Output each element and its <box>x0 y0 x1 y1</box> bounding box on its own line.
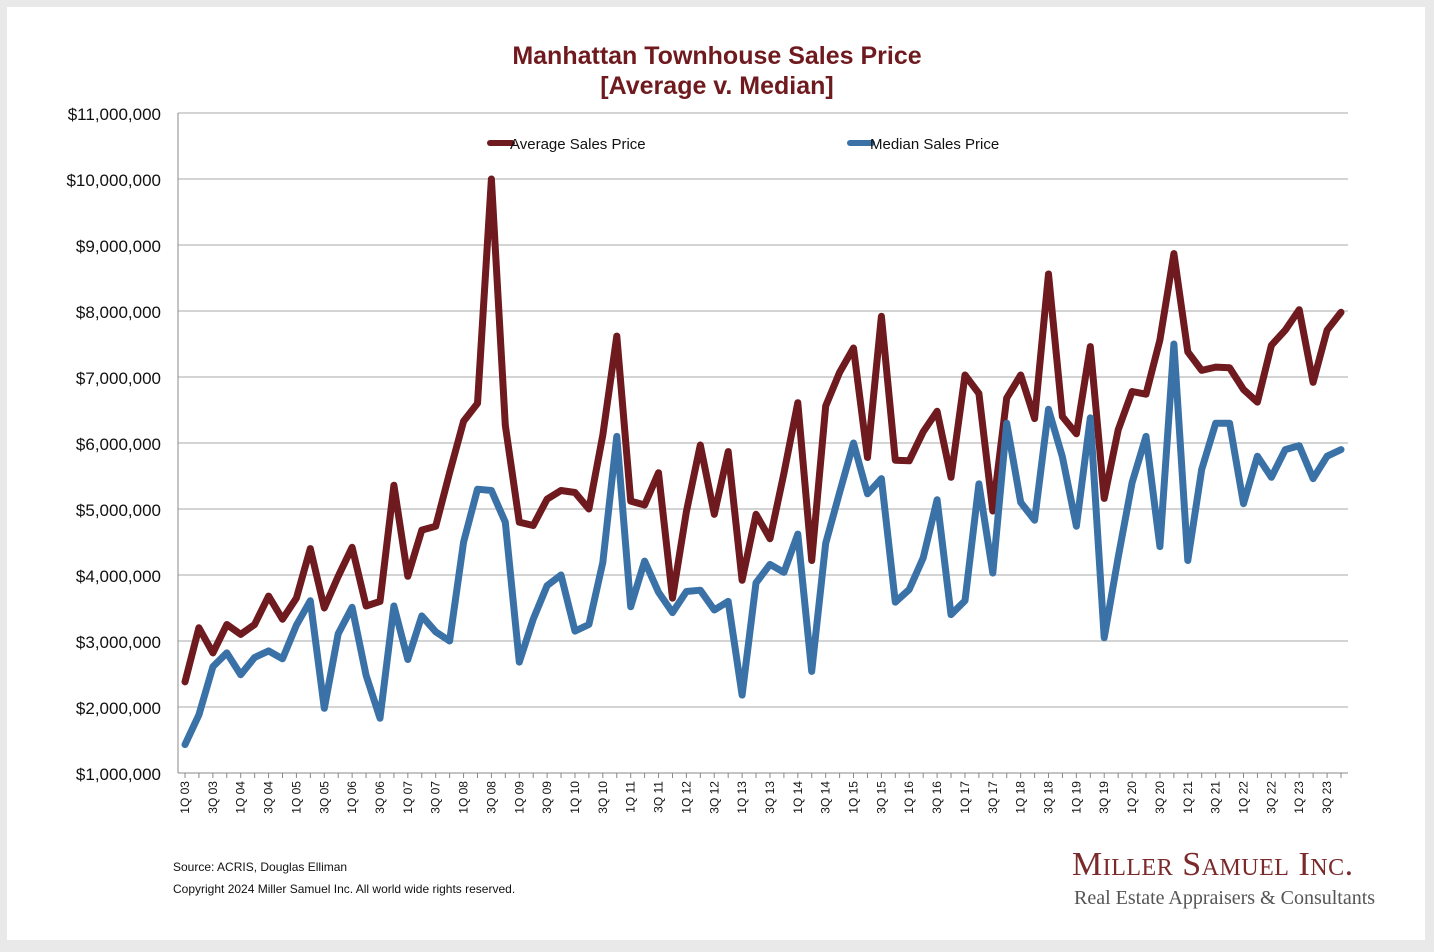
y-tick-label: $5,000,000 <box>76 501 161 520</box>
x-tick-label: 1Q 21 <box>1181 781 1195 814</box>
x-tick-label: 3Q 07 <box>429 781 443 814</box>
source-note: Source: ACRIS, Douglas Elliman <box>173 860 348 874</box>
x-tick-label: 1Q 04 <box>234 781 248 814</box>
x-tick-label: 3Q 11 <box>652 781 666 813</box>
chart-subtitle: [Average v. Median] <box>600 72 834 100</box>
x-tick-label: 3Q 03 <box>206 781 220 814</box>
x-tick-label: 1Q 12 <box>679 781 693 814</box>
x-tick-label: 3Q 21 <box>1209 781 1223 814</box>
legend-label: Median Sales Price <box>870 136 999 153</box>
x-tick-label: 1Q 07 <box>401 781 415 814</box>
chart-title: Manhattan Townhouse Sales Price <box>512 42 922 70</box>
x-tick-label: 3Q 19 <box>1097 781 1111 814</box>
y-tick-label: $8,000,000 <box>76 303 161 322</box>
brand-logo-tagline: Real Estate Appraisers & Consultants <box>1074 887 1376 909</box>
y-tick-label: $9,000,000 <box>76 237 161 256</box>
y-tick-label: $3,000,000 <box>76 633 161 652</box>
x-tick-label: 1Q 23 <box>1292 781 1306 814</box>
brand-logo-name: Miller Samuel Inc. <box>1072 846 1354 883</box>
copyright-note: Copyright 2024 Miller Samuel Inc. All wo… <box>173 882 516 896</box>
x-tick-label: 1Q 09 <box>512 781 526 814</box>
x-tick-label: 1Q 17 <box>958 781 972 814</box>
x-tick-label: 1Q 18 <box>1014 781 1028 814</box>
x-tick-label: 3Q 23 <box>1320 781 1334 814</box>
x-tick-label: 3Q 05 <box>317 781 331 814</box>
x-tick-label: 1Q 14 <box>791 781 805 814</box>
x-tick-label: 3Q 16 <box>930 781 944 814</box>
median-price-line <box>181 340 1345 749</box>
chart-frame <box>7 7 1425 940</box>
x-tick-label: 3Q 20 <box>1153 781 1167 814</box>
x-tick-label: 3Q 04 <box>262 781 276 814</box>
x-tick-label: 1Q 06 <box>345 781 359 814</box>
y-tick-label: $11,000,000 <box>68 105 161 124</box>
x-tick-label: 3Q 10 <box>596 781 610 814</box>
x-tick-label: 1Q 05 <box>289 781 303 814</box>
y-tick-label: $7,000,000 <box>76 369 161 388</box>
y-tick-label: $6,000,000 <box>76 435 161 454</box>
x-tick-label: 1Q 13 <box>735 781 749 814</box>
x-tick-label: 1Q 11 <box>624 781 638 813</box>
x-tick-label: 1Q 15 <box>847 781 861 814</box>
x-tick-label: 3Q 14 <box>819 781 833 814</box>
x-tick-label: 1Q 10 <box>568 781 582 814</box>
y-tick-label: $2,000,000 <box>76 699 161 718</box>
y-tick-label: $1,000,000 <box>76 765 161 784</box>
y-tick-label: $10,000,000 <box>66 171 161 190</box>
x-tick-label: 3Q 17 <box>986 781 1000 814</box>
x-tick-label: 1Q 22 <box>1237 781 1251 814</box>
x-tick-label: 3Q 22 <box>1264 781 1278 814</box>
average-price-line <box>181 175 1345 686</box>
x-tick-label: 1Q 20 <box>1125 781 1139 814</box>
x-tick-label: 3Q 15 <box>874 781 888 814</box>
x-tick-label: 1Q 19 <box>1069 781 1083 814</box>
x-tick-label: 1Q 16 <box>902 781 916 814</box>
x-tick-label: 3Q 09 <box>540 781 554 814</box>
legend-label: Average Sales Price <box>510 136 646 153</box>
x-tick-label: 1Q 03 <box>178 781 192 814</box>
x-tick-label: 3Q 12 <box>707 781 721 814</box>
x-tick-label: 3Q 13 <box>763 781 777 814</box>
x-tick-label: 3Q 06 <box>373 781 387 814</box>
y-tick-label: $4,000,000 <box>76 567 161 586</box>
x-tick-label: 3Q 08 <box>484 781 498 814</box>
x-tick-label: 3Q 18 <box>1042 781 1056 814</box>
x-tick-label: 1Q 08 <box>457 781 471 814</box>
